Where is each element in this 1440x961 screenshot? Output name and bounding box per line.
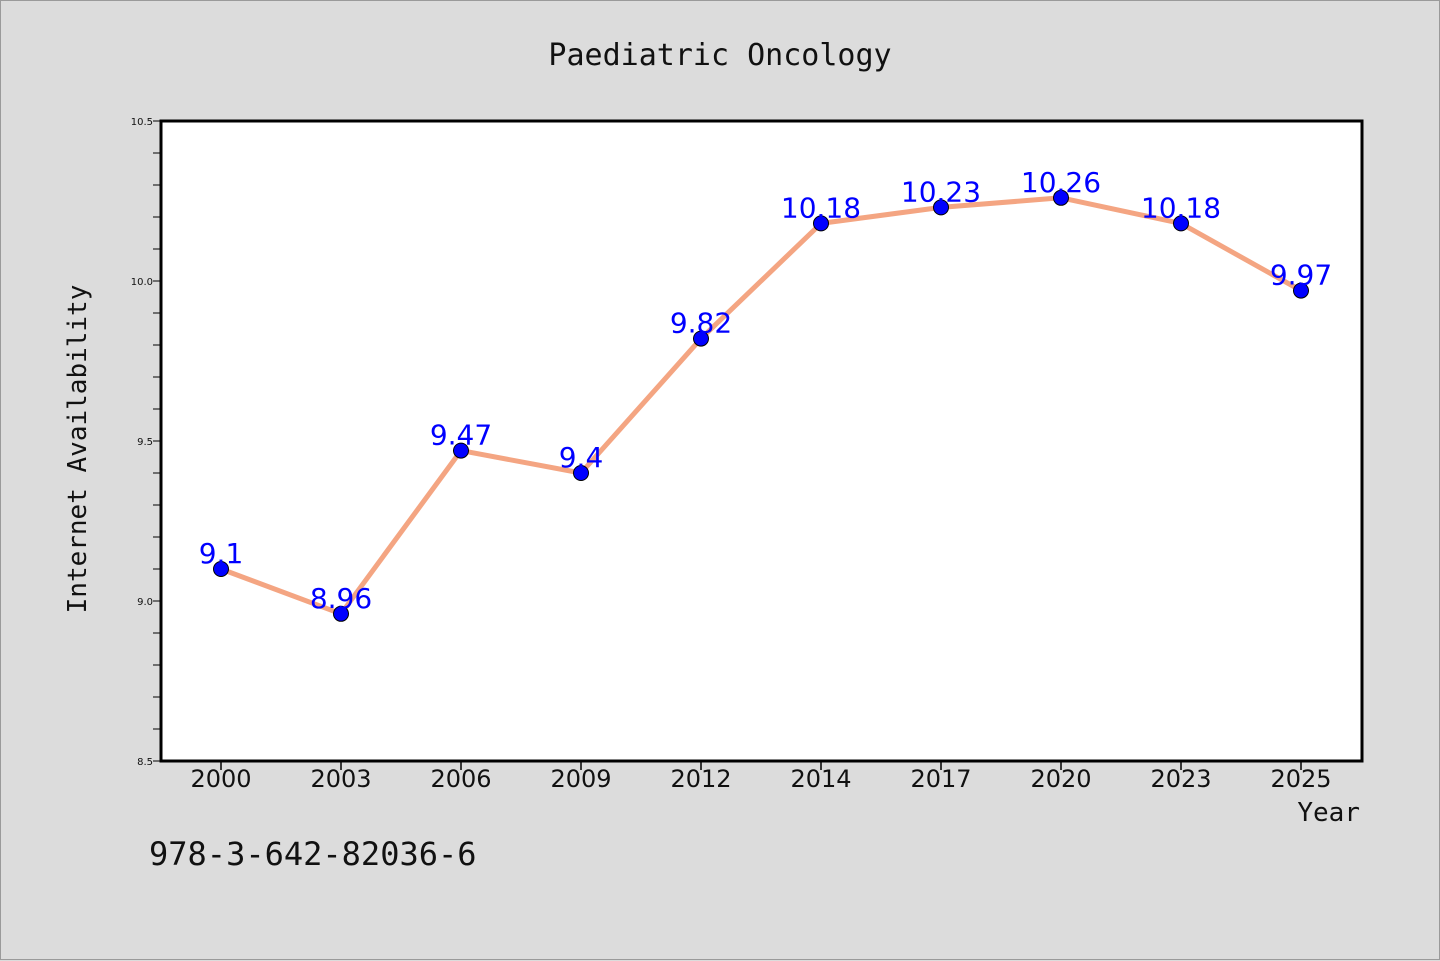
series-line bbox=[218, 195, 1304, 617]
x-tick-label: 2012 bbox=[670, 765, 731, 793]
data-label: 9.1 bbox=[199, 537, 244, 570]
isbn-text: 978-3-642-82036-6 bbox=[149, 835, 477, 873]
plot-area bbox=[159, 119, 1364, 763]
x-tick-label: 2006 bbox=[430, 765, 491, 793]
y-axis: 8.5 9.0 9.5 10.0 10.5 bbox=[131, 117, 161, 768]
chart-title: Paediatric Oncology bbox=[548, 38, 891, 73]
x-tick-label: 2003 bbox=[310, 765, 371, 793]
data-label: 10.18 bbox=[1141, 191, 1221, 224]
x-tick-label: 2023 bbox=[1150, 765, 1211, 793]
data-point bbox=[813, 215, 829, 232]
x-tick-label: 2020 bbox=[1030, 765, 1091, 793]
y-tick-label: 9.0 bbox=[137, 597, 153, 608]
x-tick-label: 2017 bbox=[910, 765, 971, 793]
data-point bbox=[333, 605, 349, 622]
data-label: 10.18 bbox=[781, 191, 861, 224]
data-point bbox=[933, 199, 949, 216]
data-point bbox=[573, 465, 589, 481]
data-point bbox=[453, 442, 469, 459]
data-label: 9.97 bbox=[1270, 259, 1332, 292]
data-point bbox=[1173, 215, 1189, 232]
x-tick-label: 2009 bbox=[550, 765, 611, 793]
series-markers bbox=[213, 189, 1309, 622]
data-label: 8.96 bbox=[310, 582, 372, 615]
data-point bbox=[1293, 282, 1309, 299]
data-point bbox=[213, 561, 229, 577]
data-label: 9.82 bbox=[670, 307, 732, 340]
data-point bbox=[1053, 189, 1069, 206]
y-tick-label: 10.5 bbox=[131, 117, 153, 128]
x-axis: 2000 2003 2006 2009 2012 2014 2017 2020 2023 2025 bbox=[190, 761, 1332, 793]
data-label: 10.26 bbox=[1021, 166, 1101, 199]
x-tick-label: 2000 bbox=[190, 765, 251, 793]
y-tick-label: 10.0 bbox=[131, 277, 153, 288]
y-tick-label: 9.5 bbox=[137, 437, 153, 448]
data-label: 10.23 bbox=[901, 175, 981, 208]
data-labels: 9.1 8.96 9.47 9.4 9.82 10.18 10.23 10.26 10.18 9.… bbox=[199, 166, 1332, 615]
y-tick-label: 8.5 bbox=[137, 757, 153, 768]
y-axis-label: Internet Availability bbox=[63, 285, 93, 614]
data-point bbox=[693, 330, 709, 347]
x-axis-label: Year bbox=[1297, 798, 1360, 828]
x-tick-label: 2014 bbox=[790, 765, 851, 793]
x-tick-label: 2025 bbox=[1270, 765, 1331, 793]
data-label: 9.4 bbox=[559, 441, 604, 474]
data-label: 9.47 bbox=[430, 419, 492, 452]
